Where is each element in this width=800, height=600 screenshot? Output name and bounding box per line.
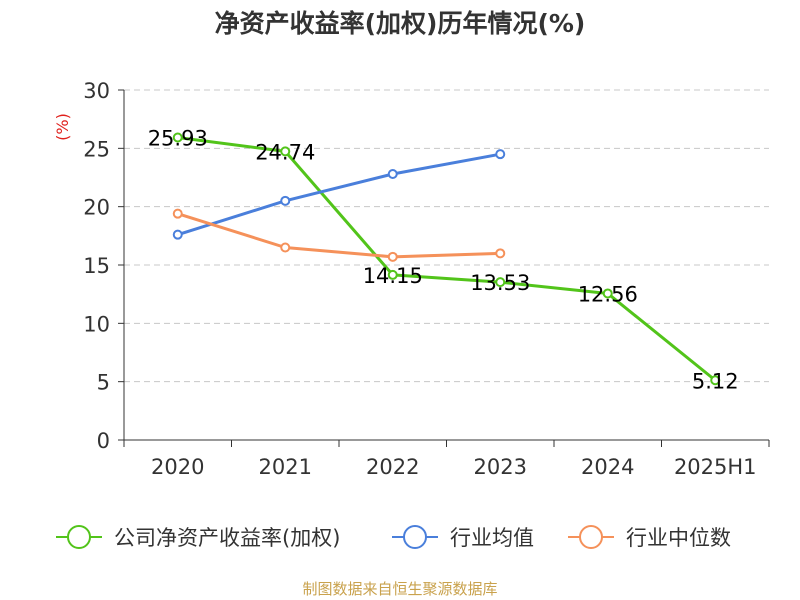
legend-marker — [403, 525, 427, 549]
data-point — [280, 146, 291, 157]
y-tick-label: 10 — [83, 312, 110, 336]
data-point — [172, 208, 183, 219]
data-label: 5.12 — [692, 369, 739, 393]
data-point — [280, 242, 291, 253]
x-tick-label: 2021 — [259, 455, 312, 479]
data-label: 14.15 — [363, 264, 423, 288]
data-point — [280, 195, 291, 206]
data-labels: 25.93 24.74 14.15 13.53 12.56 5.12 — [148, 126, 739, 393]
legend-marker — [67, 525, 91, 549]
data-point — [602, 288, 613, 299]
data-label: 25.93 — [148, 126, 208, 150]
legend-item: 行业均值 — [392, 525, 534, 550]
data-point — [172, 229, 183, 240]
data-point — [495, 277, 506, 288]
legend-item: 行业中位数 — [568, 525, 731, 550]
data-point — [387, 169, 398, 179]
x-tick-label: 2020 — [151, 455, 204, 479]
data-point — [172, 132, 183, 143]
chart-title: 净资产收益率(加权)历年情况(%) — [215, 9, 586, 38]
y-tick-label: 25 — [83, 137, 110, 161]
legend: 公司净资产收益率(加权) 行业均值 行业中位数 — [56, 525, 731, 550]
source-note: 制图数据来自恒生聚源数据库 — [302, 580, 497, 598]
y-tick-label: 5 — [97, 371, 110, 395]
data-point — [387, 269, 398, 280]
data-label: 12.56 — [578, 282, 638, 306]
data-point — [710, 375, 721, 386]
series-line-0 — [177, 135, 717, 382]
y-tick-label: 0 — [97, 429, 110, 453]
x-tick-label: 2024 — [581, 455, 634, 479]
data-label: 24.74 — [255, 140, 315, 164]
legend-label: 行业中位数 — [626, 526, 731, 550]
legend-label: 行业均值 — [450, 526, 534, 550]
axes: 0 5 10 15 20 25 30 2020 2021 2022 2023 2024 2025H1 — [83, 79, 770, 479]
y-tick-label: 20 — [83, 196, 110, 220]
legend-label: 公司净资产收益率(加权) — [114, 526, 340, 550]
y-axis-unit-label: (%) — [53, 113, 72, 141]
y-tick-label: 15 — [83, 254, 110, 278]
x-tick-label: 2022 — [366, 455, 419, 479]
x-tick-label: 2023 — [474, 455, 527, 479]
y-tick-label: 30 — [83, 79, 110, 103]
data-label: 13.53 — [470, 271, 530, 295]
gridlines — [124, 89, 769, 383]
legend-item: 公司净资产收益率(加权) — [56, 525, 340, 550]
data-point — [495, 248, 506, 259]
data-point — [387, 251, 398, 262]
data-point — [495, 149, 506, 160]
x-tick-label: 2025H1 — [674, 455, 757, 479]
series-lines — [172, 132, 721, 386]
series-line-1 — [177, 152, 501, 237]
series-line-2 — [177, 212, 501, 259]
legend-marker — [579, 525, 603, 549]
